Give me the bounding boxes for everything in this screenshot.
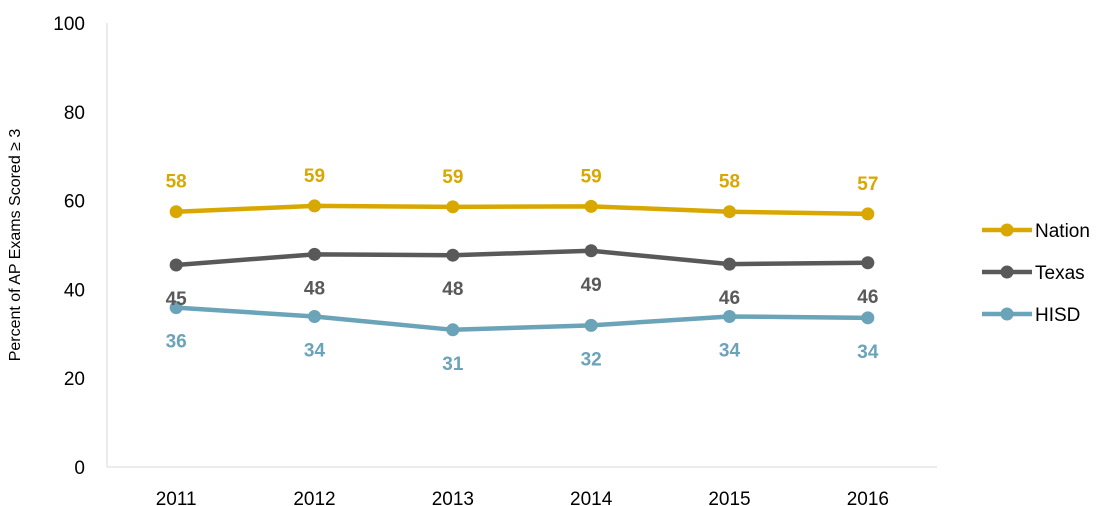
data-point-texas bbox=[584, 244, 598, 258]
data-label-hisd: 34 bbox=[304, 340, 326, 361]
data-point-texas bbox=[861, 256, 875, 270]
data-point-nation bbox=[584, 199, 598, 213]
data-label-texas: 48 bbox=[442, 279, 463, 300]
data-point-nation bbox=[723, 205, 736, 219]
data-label-hisd: 31 bbox=[442, 354, 464, 375]
data-point-hisd bbox=[584, 318, 598, 332]
y-tick-label: 100 bbox=[53, 14, 85, 35]
data-label-nation: 59 bbox=[442, 167, 463, 188]
data-label-nation: 58 bbox=[166, 172, 187, 193]
y-tick-label: 80 bbox=[64, 103, 85, 124]
data-label-texas: 49 bbox=[581, 275, 602, 296]
legend-swatch-marker bbox=[1000, 223, 1014, 237]
legend-label: Nation bbox=[1035, 221, 1090, 242]
data-point-hisd bbox=[723, 309, 736, 323]
data-point-texas bbox=[308, 247, 321, 261]
data-point-texas bbox=[446, 248, 460, 262]
legend-label: HISD bbox=[1035, 305, 1080, 326]
data-label-hisd: 32 bbox=[581, 349, 602, 370]
data-point-nation bbox=[446, 200, 460, 214]
data-point-nation bbox=[169, 205, 183, 219]
data-point-nation bbox=[861, 207, 875, 221]
x-tick-labels: 2011 2012 2013 2014 2015 2016 bbox=[156, 489, 889, 506]
series-texas bbox=[169, 244, 875, 272]
data-label-nation: 57 bbox=[857, 174, 878, 195]
x-tick-label: 2015 bbox=[708, 489, 750, 506]
series-line-nation bbox=[173, 203, 871, 217]
y-tick-label: 20 bbox=[64, 369, 85, 390]
data-label-texas: 46 bbox=[719, 288, 740, 309]
data-point-hisd bbox=[308, 309, 321, 323]
y-tick-label: 40 bbox=[64, 280, 85, 301]
legend-label: Texas bbox=[1035, 263, 1085, 284]
data-point-hisd bbox=[446, 323, 460, 337]
axes bbox=[106, 23, 937, 468]
x-tick-label: 2012 bbox=[293, 489, 335, 506]
data-label-nation: 59 bbox=[304, 166, 325, 187]
legend: Nation Texas HISD bbox=[982, 221, 1090, 326]
x-tick-label: 2016 bbox=[847, 489, 889, 506]
data-label-texas: 45 bbox=[166, 289, 188, 310]
data-label-texas: 46 bbox=[857, 287, 878, 308]
y-tick-labels: 0 20 40 60 80 100 bbox=[53, 14, 85, 479]
data-point-texas bbox=[169, 258, 183, 272]
legend-item-texas: Texas bbox=[982, 263, 1085, 284]
y-tick-label: 60 bbox=[64, 192, 85, 213]
series-line-texas bbox=[173, 248, 871, 268]
data-label-texas: 48 bbox=[304, 278, 325, 299]
data-label-nation: 58 bbox=[719, 172, 740, 193]
x-tick-label: 2014 bbox=[570, 489, 613, 506]
data-label-hisd: 36 bbox=[166, 332, 187, 353]
data-label-hisd: 34 bbox=[719, 340, 741, 361]
legend-swatch-marker bbox=[1000, 265, 1014, 279]
data-point-texas bbox=[723, 257, 736, 271]
y-axis-title: Percent of AP Exams Scored ≥ 3 bbox=[7, 129, 24, 362]
series-lines bbox=[169, 199, 875, 337]
legend-item-hisd: HISD bbox=[982, 305, 1080, 326]
data-point-hisd bbox=[169, 301, 183, 315]
x-tick-label: 2011 bbox=[156, 489, 197, 506]
data-label-hisd: 34 bbox=[857, 342, 879, 363]
y-tick-label: 0 bbox=[74, 458, 85, 479]
series-nation bbox=[169, 199, 875, 221]
legend-item-nation: Nation bbox=[982, 221, 1090, 242]
x-tick-label: 2013 bbox=[432, 489, 474, 506]
data-point-nation bbox=[308, 199, 321, 213]
data-point-hisd bbox=[861, 311, 875, 325]
series-hisd bbox=[169, 301, 875, 337]
series-line-hisd bbox=[173, 305, 871, 333]
data-labels: 58 59 59 59 58 57 45 48 48 49 46 46 36 34 31 32 34 34 bbox=[166, 166, 879, 375]
legend-swatch-marker bbox=[1000, 307, 1014, 321]
data-label-nation: 59 bbox=[581, 166, 602, 187]
